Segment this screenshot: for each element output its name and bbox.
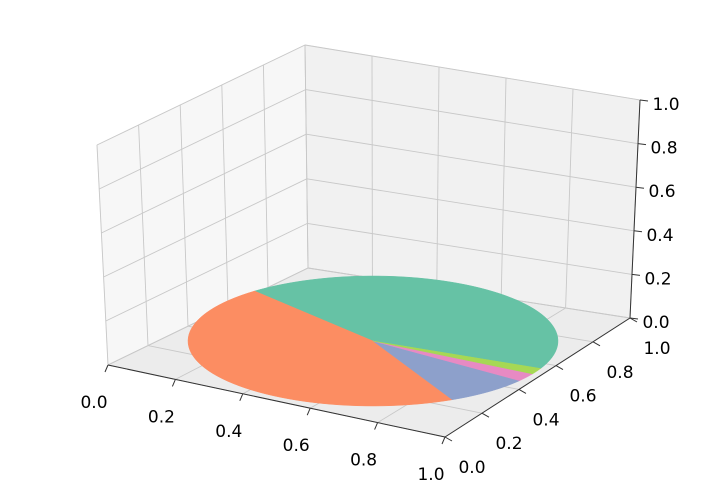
x-tick-label: 0.8 (350, 451, 377, 471)
z-tick-label: 0.8 (650, 139, 677, 159)
tick-mark (105, 365, 108, 372)
y-tick-label: 0.2 (495, 434, 522, 454)
tick-mark (632, 274, 640, 275)
tick-mark (172, 379, 175, 386)
x-tick-label: 0.0 (80, 393, 107, 413)
z-tick-label: 0.0 (642, 313, 669, 333)
z-tick-label: 1.0 (652, 95, 679, 115)
z-tick-label: 0.4 (646, 226, 673, 246)
tick-mark (445, 437, 452, 441)
tick-mark (375, 423, 378, 430)
tick-mark (556, 366, 563, 370)
y-tick-label: 0.4 (532, 410, 559, 430)
tick-mark (638, 144, 646, 145)
tick-mark (307, 408, 310, 415)
x-tick-label: 0.6 (283, 436, 310, 456)
tick-mark (442, 437, 445, 444)
tick-mark (634, 231, 642, 232)
tick-mark (240, 394, 243, 401)
y-tick-label: 0.6 (569, 387, 596, 407)
x-tick-label: 1.0 (417, 465, 444, 483)
tick-mark (482, 413, 489, 417)
z-tick-label: 0.6 (648, 182, 675, 202)
tick-mark (593, 342, 600, 346)
tick-mark (636, 187, 644, 188)
y-tick-label: 0.8 (606, 363, 633, 383)
y-tick-label: 1.0 (643, 339, 670, 359)
tick-mark (640, 100, 648, 101)
x-tick-label: 0.4 (215, 422, 242, 442)
x-tick-label: 0.2 (148, 407, 175, 427)
z-tick-label: 0.2 (644, 269, 671, 289)
tick-mark (519, 389, 526, 393)
y-tick-label: 0.0 (458, 458, 485, 478)
